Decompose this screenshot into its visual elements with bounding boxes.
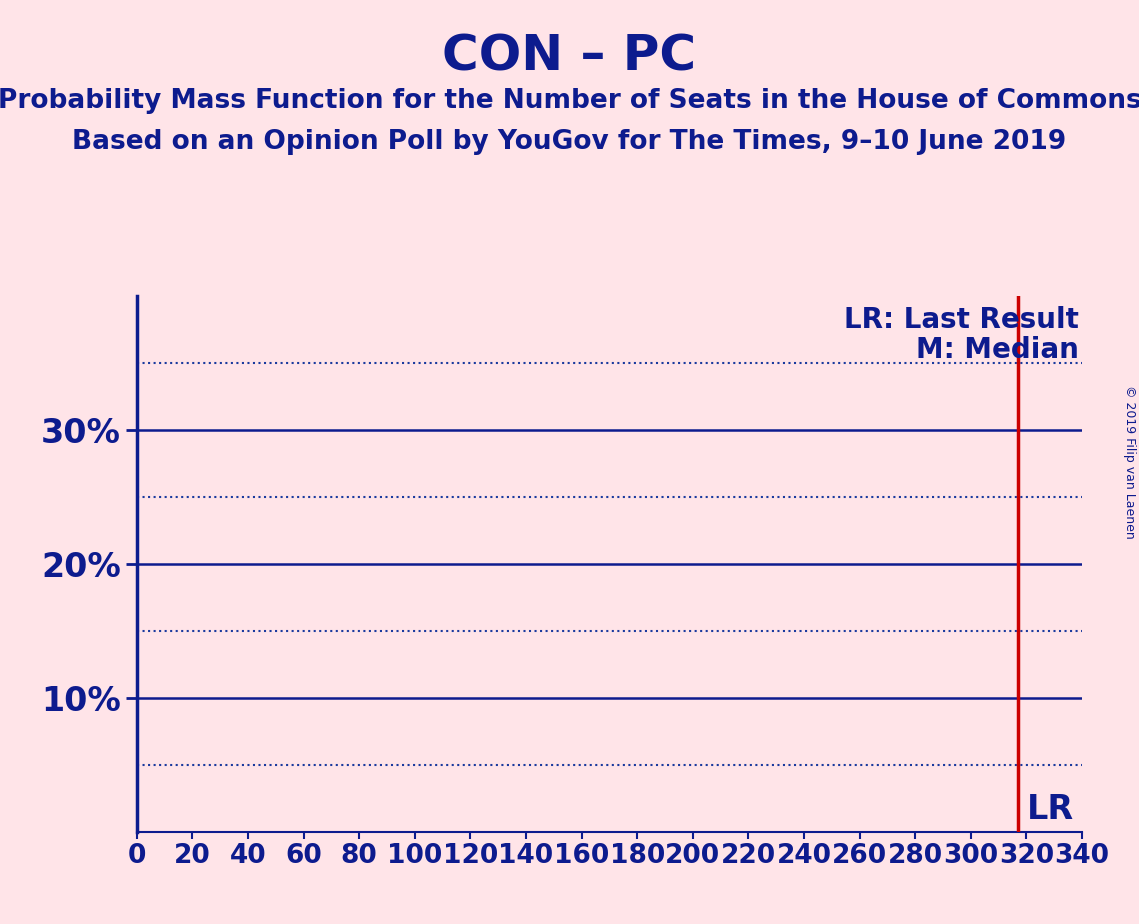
Text: LR: Last Result: LR: Last Result (844, 307, 1080, 334)
Text: M: Median: M: Median (917, 336, 1080, 364)
Text: Probability Mass Function for the Number of Seats in the House of Commons: Probability Mass Function for the Number… (0, 88, 1139, 114)
Text: CON – PC: CON – PC (442, 32, 697, 80)
Text: LR: LR (1026, 793, 1074, 826)
Text: © 2019 Filip van Laenen: © 2019 Filip van Laenen (1123, 385, 1137, 539)
Text: Based on an Opinion Poll by YouGov for The Times, 9–10 June 2019: Based on an Opinion Poll by YouGov for T… (73, 129, 1066, 155)
